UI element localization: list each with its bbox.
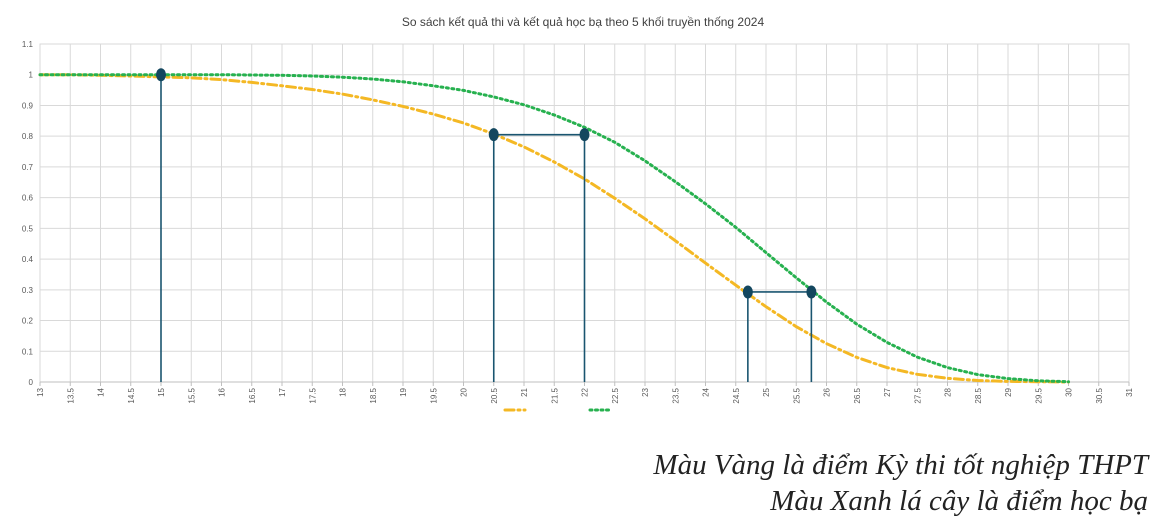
- y-tick-label: 0.9: [22, 101, 34, 110]
- x-tick-label: 14.5: [127, 387, 136, 403]
- y-tick-label: 0.3: [22, 286, 34, 295]
- x-tick-label: 16.5: [248, 387, 257, 403]
- x-tick-label: 31: [1125, 387, 1134, 396]
- x-tick-label: 23.5: [671, 387, 680, 403]
- x-tick-label: 20.5: [490, 387, 499, 403]
- x-tick-label: 27.5: [913, 387, 922, 403]
- x-tick-label: 26: [823, 387, 832, 396]
- y-tick-label: 0.8: [22, 132, 34, 141]
- y-tick-label: 1.1: [22, 40, 34, 49]
- y-tick-label: 0.7: [22, 163, 34, 172]
- y-tick-label: 0.6: [22, 194, 34, 203]
- x-tick-label: 13: [36, 387, 45, 396]
- marker-point: [156, 68, 166, 82]
- y-tick-label: 1: [29, 71, 34, 80]
- series-line-2: [38, 73, 1070, 384]
- x-tick-label: 30.5: [1095, 387, 1104, 403]
- x-tick-label: 25.5: [792, 387, 801, 403]
- series-layer: [38, 73, 1070, 384]
- x-tick-label: 15.5: [187, 387, 196, 403]
- x-tick-label: 21.5: [550, 387, 559, 403]
- x-tick-label: 13.5: [66, 387, 75, 403]
- caption-exam-score: Màu Vàng là điểm Kỳ thi tốt nghiệp THPT: [653, 449, 1148, 481]
- marker-point: [579, 128, 590, 142]
- x-tick-label: 17.5: [308, 387, 317, 403]
- x-tick-label: 24.5: [732, 387, 741, 403]
- series-line-1: [38, 73, 1070, 384]
- x-tick-label: 19: [399, 387, 408, 396]
- x-tick-label: 28.5: [974, 387, 983, 403]
- x-tick-label: 30: [1065, 387, 1074, 396]
- x-tick-label: 27: [883, 387, 892, 396]
- y-tick-label: 0.1: [22, 347, 34, 356]
- marker-point: [806, 285, 817, 299]
- axis-layer: 0 0.1 0.2 0.3 0.4 0.5 0.6 0.7 0.8 0.9 1 1.1 13 13.5 14…: [22, 40, 1134, 404]
- x-tick-label: 17: [278, 387, 287, 396]
- x-tick-label: 29: [1004, 387, 1013, 396]
- caption-transcript-score: Màu Xanh lá cây là điểm học bạ: [770, 485, 1148, 517]
- x-tick-label: 15: [157, 387, 166, 396]
- x-tick-label: 24: [702, 387, 711, 396]
- x-tick-label: 18: [339, 387, 348, 396]
- x-tick-label: 29.5: [1034, 387, 1043, 403]
- x-tick-label: 14: [97, 387, 106, 396]
- grid-layer: [39, 43, 1130, 383]
- x-tick-label: 22.5: [611, 387, 620, 403]
- x-tick-label: 26.5: [853, 387, 862, 403]
- chart-frame: So sách kết quả thi và kết quả học bạ th…: [22, 15, 1134, 412]
- annotation-layer: [156, 68, 817, 382]
- y-tick-label: 0: [29, 378, 34, 387]
- x-tick-label: 18.5: [369, 387, 378, 403]
- marker-point: [488, 128, 499, 142]
- x-tick-label: 16: [218, 387, 227, 396]
- y-tick-label: 0.5: [22, 224, 34, 233]
- x-tick-label: 25: [762, 387, 771, 396]
- marker-point: [742, 285, 753, 299]
- y-tick-label: 0.4: [22, 255, 34, 264]
- x-tick-label: 20: [460, 387, 469, 396]
- chart-title: So sách kết quả thi và kết quả học bạ th…: [402, 15, 765, 29]
- x-tick-label: 28: [944, 387, 953, 396]
- chart-svg: So sách kết quả thi và kết quả học bạ th…: [22, 15, 1134, 412]
- x-tick-label: 22: [581, 387, 590, 396]
- x-tick-label: 23: [641, 387, 650, 396]
- y-tick-label: 0.2: [22, 317, 34, 326]
- x-tick-label: 21: [520, 387, 529, 396]
- x-tick-label: 19.5: [429, 387, 438, 403]
